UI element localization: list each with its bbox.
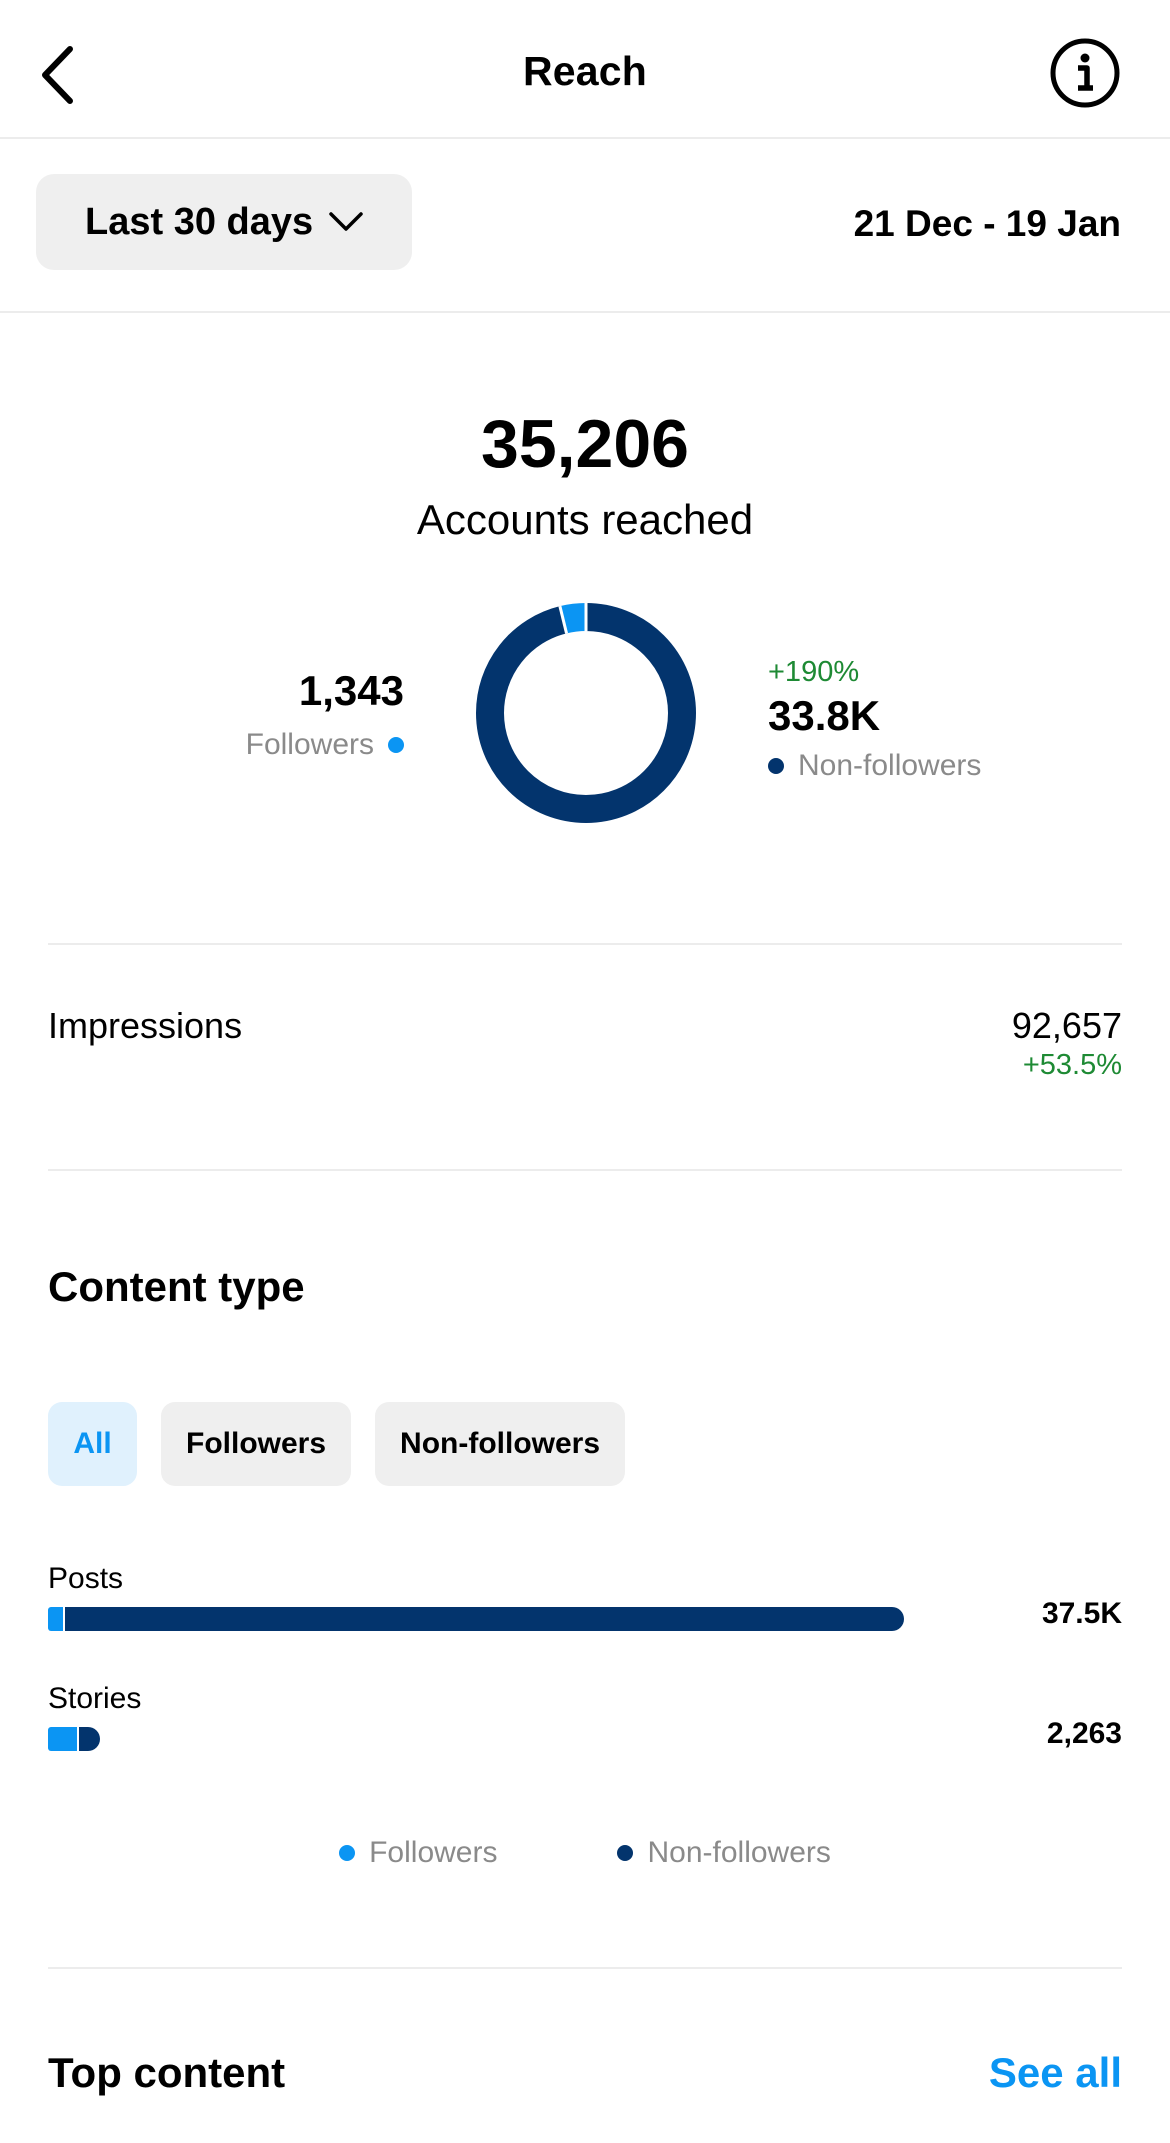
bar-legend: Followers Non-followers (0, 1836, 1170, 1870)
bar-label-stories: Stories (48, 1682, 142, 1715)
non-followers-dot-icon (617, 1845, 634, 1861)
divider (48, 1967, 1122, 1969)
info-button[interactable] (1048, 36, 1122, 110)
back-button[interactable] (22, 40, 92, 110)
see-all-link[interactable]: See all (988, 2049, 1122, 2096)
followers-value: 1,343 (298, 667, 404, 714)
chevron-left-icon (42, 46, 73, 104)
bar-value-posts: 37.5K (1041, 1597, 1122, 1630)
page-title: Reach (522, 48, 648, 94)
divider (48, 1169, 1122, 1171)
filter-chip-non-followers[interactable]: Non-followers (375, 1402, 626, 1486)
non-followers-legend: Non-followers (768, 749, 981, 783)
legend-item-followers: Followers (339, 1836, 497, 1870)
period-dropdown[interactable]: Last 30 days (36, 174, 412, 270)
content-type-filters: All Followers Non-followers (48, 1402, 626, 1486)
followers-summary: 1,343 Followers (246, 670, 404, 762)
bar-segment-posts-followers (48, 1607, 64, 1631)
bar-segment-stories-non-followers (78, 1727, 100, 1751)
bar-segment-posts-non-followers (65, 1607, 904, 1631)
non-followers-summary: +190% 33.8K Non-followers (768, 656, 981, 783)
top-content-title: Top content (48, 2049, 286, 2096)
bar-value-stories: 2,263 (1046, 1717, 1122, 1750)
legend-item-non-followers: Non-followers (617, 1836, 831, 1870)
non-followers-change: +190% (768, 656, 860, 688)
date-range: 21 Dec - 19 Jan (853, 203, 1121, 244)
period-label: Last 30 days (85, 200, 314, 243)
reach-donut-chart (476, 603, 696, 823)
filter-chip-all[interactable]: All (48, 1402, 137, 1486)
chevron-down-icon (329, 212, 363, 231)
bar-label-posts: Posts (48, 1562, 124, 1595)
non-followers-dot-icon (768, 758, 784, 774)
non-followers-label: Non-followers (798, 749, 982, 782)
impressions-value: 92,657 (1011, 1005, 1122, 1046)
content-type-title: Content type (48, 1263, 305, 1310)
accounts-reached-value: 35,206 (481, 406, 689, 482)
filter-chip-followers[interactable]: Followers (161, 1402, 352, 1486)
followers-label: Followers (245, 728, 374, 761)
donut-separator (558, 605, 568, 634)
bar-segment-stories-followers (48, 1727, 77, 1751)
impressions-change: +53.5% (1022, 1049, 1122, 1081)
top-bar: Reach (0, 0, 1170, 139)
bar-stories (48, 1727, 904, 1751)
non-followers-value: 33.8K (768, 692, 881, 739)
bar-posts (48, 1607, 904, 1631)
info-icon (1050, 38, 1120, 108)
impressions-label: Impressions (48, 1005, 243, 1046)
donut-slice-non-followers (476, 603, 696, 823)
period-row: Last 30 days 21 Dec - 19 Jan (0, 139, 1170, 313)
accounts-reached-label: Accounts reached (416, 496, 754, 543)
divider (48, 943, 1122, 945)
followers-dot-icon (388, 737, 404, 753)
legend-label-followers: Followers (369, 1836, 498, 1869)
legend-label-non-followers: Non-followers (647, 1836, 831, 1869)
followers-legend: Followers (246, 728, 404, 762)
followers-dot-icon (339, 1845, 356, 1861)
